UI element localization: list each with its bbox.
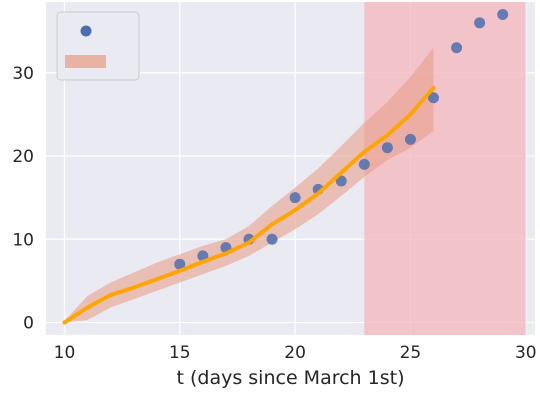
y-tick-label: 0 <box>23 314 34 334</box>
data-point <box>174 258 186 270</box>
y-tick-label: 20 <box>12 147 34 167</box>
x-axis-label: t (days since March 1st) <box>177 367 405 389</box>
highlight-region <box>364 2 526 335</box>
chart-marks <box>62 8 509 325</box>
tick-labels: 10 15 20 25 30 0 10 20 30 <box>12 64 536 363</box>
legend-box <box>56 11 140 81</box>
x-tick-label: 30 <box>515 343 537 363</box>
confidence-band <box>64 47 434 323</box>
data-point <box>428 92 440 104</box>
legend-point-marker <box>80 25 92 37</box>
x-tick-label: 25 <box>400 343 422 363</box>
data-point <box>266 233 278 245</box>
fit-line <box>62 85 436 325</box>
data-point <box>289 192 301 204</box>
data-point <box>474 17 486 29</box>
y-tick-label: 30 <box>12 64 34 84</box>
x-tick-label: 20 <box>284 343 306 363</box>
data-point <box>404 133 416 145</box>
x-tick-label: 10 <box>54 343 76 363</box>
data-point <box>497 8 509 20</box>
data-point <box>358 158 370 170</box>
data-point <box>335 175 347 187</box>
data-point <box>451 42 463 54</box>
y-tick-label: 10 <box>12 230 34 250</box>
data-point <box>381 142 393 154</box>
legend-band-swatch <box>65 55 106 68</box>
legend <box>56 11 140 81</box>
x-tick-label: 15 <box>169 343 191 363</box>
